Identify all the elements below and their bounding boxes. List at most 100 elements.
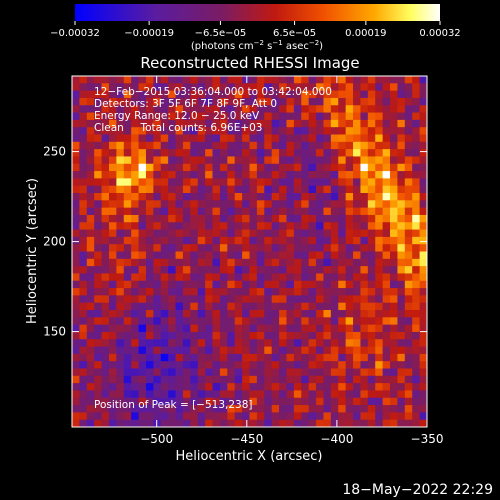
heatmap-cell [404, 83, 413, 92]
heatmap-cell [116, 251, 125, 260]
heatmap-cell [101, 185, 110, 194]
heatmap-cell [330, 258, 339, 267]
heatmap-cell [79, 383, 88, 392]
heatmap-cell [279, 273, 288, 282]
heatmap-cell [160, 236, 169, 245]
heatmap-cell [264, 361, 273, 370]
heatmap-cell [123, 207, 132, 216]
heatmap-cell [72, 112, 80, 121]
heatmap-cell [353, 368, 362, 377]
heatmap-cell [375, 214, 384, 223]
heatmap-cell [249, 97, 258, 106]
heatmap-cell [375, 90, 384, 99]
heatmap-cell [279, 346, 288, 355]
heatmap-cell [264, 383, 273, 392]
heatmap-cell [286, 134, 295, 143]
heatmap-cell [264, 141, 273, 150]
heatmap-cell [323, 324, 332, 333]
heatmap-cell [182, 412, 191, 421]
heatmap-cell [145, 273, 154, 282]
heatmap-cell [72, 361, 80, 370]
heatmap-cell [94, 375, 103, 384]
heatmap-cell [205, 383, 214, 392]
heatmap-cell [412, 90, 421, 99]
heatmap-cell [367, 353, 376, 362]
heatmap-cell [338, 302, 347, 311]
heatmap-cell [279, 76, 288, 84]
heatmap-cell [279, 353, 288, 362]
heatmap-cell [382, 185, 391, 194]
heatmap-cell [219, 383, 228, 392]
heatmap-cell [397, 236, 406, 245]
heatmap-cell [382, 251, 391, 260]
heatmap-cell [175, 97, 184, 106]
heatmap-cell [264, 353, 273, 362]
heatmap-cell [375, 302, 384, 311]
heatmap-cell [79, 302, 88, 311]
heatmap-cell [108, 105, 117, 114]
heatmap-cell [404, 390, 413, 399]
heatmap-cell [205, 229, 214, 238]
heatmap-cell [212, 375, 221, 384]
heatmap-cell [123, 119, 132, 128]
heatmap-cell [308, 236, 317, 245]
heatmap-cell [249, 361, 258, 370]
heatmap-cell [375, 236, 384, 245]
heatmap-cell [375, 156, 384, 165]
heatmap-cell [323, 397, 332, 406]
heatmap-cell [190, 412, 199, 421]
heatmap-cell [219, 405, 228, 413]
heatmap-cell [101, 419, 110, 427]
heatmap-cell [108, 397, 117, 406]
heatmap-cell [308, 214, 317, 223]
heatmap-cell [404, 419, 413, 427]
heatmap-cell [279, 397, 288, 406]
heatmap-cell [86, 273, 95, 282]
heatmap-cell [94, 222, 103, 231]
heatmap-cell [123, 112, 132, 121]
heatmap-cell [153, 149, 162, 158]
heatmap-cell [242, 229, 251, 238]
heatmap-cell [168, 200, 177, 209]
heatmap-cell [182, 280, 191, 289]
heatmap-cell [234, 295, 243, 304]
heatmap-cell [182, 244, 191, 253]
heatmap-cell [293, 273, 302, 282]
heatmap-cell [249, 127, 258, 136]
heatmap-cell [338, 76, 347, 84]
heatmap-cell [86, 258, 95, 267]
heatmap-cell [390, 178, 399, 187]
heatmap-cell [190, 76, 199, 84]
heatmap-cell [190, 368, 199, 377]
heatmap-cell [382, 419, 391, 427]
heatmap-cell [419, 412, 427, 421]
heatmap-cell [249, 76, 258, 84]
heatmap-cell [367, 346, 376, 355]
heatmap-cell [182, 288, 191, 296]
heatmap-cell [323, 127, 332, 136]
heatmap-cell [108, 339, 117, 348]
heatmap-cell [301, 273, 310, 282]
heatmap-cell [190, 236, 199, 245]
heatmap-cell [382, 214, 391, 223]
heatmap-cell [412, 339, 421, 348]
heatmap-cell [197, 200, 206, 209]
heatmap-cell [338, 214, 347, 223]
heatmap-cell [190, 156, 199, 165]
heatmap-cell [330, 266, 339, 275]
heatmap-cell [279, 405, 288, 413]
heatmap-cell [219, 83, 228, 92]
heatmap-cell [323, 383, 332, 392]
heatmap-cell [293, 324, 302, 333]
heatmap-cell [94, 346, 103, 355]
heatmap-cell [79, 193, 88, 201]
heatmap-cell [264, 222, 273, 231]
heatmap-cell [271, 368, 280, 377]
heatmap-cell [234, 193, 243, 201]
heatmap-cell [86, 412, 95, 421]
heatmap-cell [338, 222, 347, 231]
heatmap-cell [131, 346, 140, 355]
heatmap-cell [271, 412, 280, 421]
heatmap-cell [101, 156, 110, 165]
heatmap-cell [123, 229, 132, 238]
